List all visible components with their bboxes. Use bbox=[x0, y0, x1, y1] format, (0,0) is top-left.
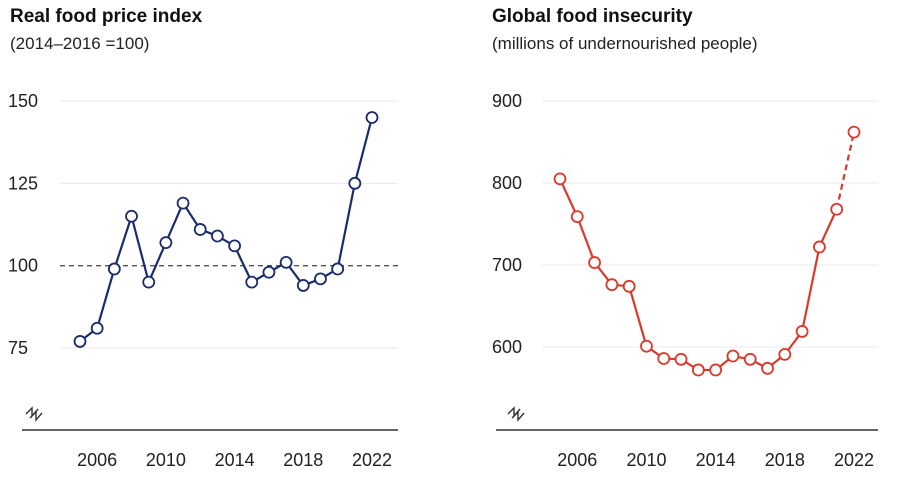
data-point bbox=[296, 279, 310, 292]
x-tick-label: 2014 bbox=[215, 450, 255, 470]
series-segment bbox=[801, 246, 821, 332]
y-tick-label: 100 bbox=[8, 256, 38, 276]
series-segment bbox=[576, 216, 596, 263]
series-segment bbox=[818, 208, 838, 248]
data-point bbox=[830, 202, 844, 216]
data-point bbox=[605, 278, 619, 292]
data-point bbox=[262, 265, 276, 279]
x-tick-label: 2010 bbox=[146, 450, 186, 470]
data-point bbox=[761, 361, 774, 375]
data-point bbox=[709, 363, 723, 377]
y-tick-label: 150 bbox=[8, 91, 38, 111]
food-insecurity-chart-panel: Global food insecurity (millions of unde… bbox=[452, 0, 904, 498]
data-point bbox=[348, 176, 362, 190]
data-point bbox=[159, 236, 173, 250]
series-segment bbox=[628, 286, 648, 347]
data-point bbox=[107, 262, 121, 276]
chart-title: Global food insecurity bbox=[492, 6, 693, 27]
x-tick-label: 2018 bbox=[283, 450, 323, 470]
x-tick-label: 2010 bbox=[626, 450, 666, 470]
data-point bbox=[622, 279, 636, 293]
data-point bbox=[314, 272, 327, 286]
food-price-chart-panel: Real food price index (2014–2016 =100) 7… bbox=[8, 6, 398, 470]
data-point bbox=[142, 275, 156, 289]
y-tick-label: 700 bbox=[492, 255, 522, 275]
data-point bbox=[674, 352, 688, 366]
chart-subtitle: (2014–2016 =100) bbox=[10, 34, 150, 53]
data-point bbox=[365, 111, 379, 124]
data-point bbox=[726, 349, 740, 363]
axis-break-icon bbox=[25, 406, 43, 422]
chart-subtitle: (millions of undernourished people) bbox=[492, 34, 758, 53]
series-segment bbox=[336, 183, 356, 270]
x-tick-label: 2006 bbox=[77, 450, 117, 470]
x-tick-label: 2018 bbox=[765, 450, 805, 470]
series-segment bbox=[130, 215, 150, 283]
data-point bbox=[228, 239, 241, 253]
data-point bbox=[125, 209, 138, 223]
y-tick-label: 600 bbox=[492, 337, 522, 357]
y-tick-label: 900 bbox=[492, 91, 522, 111]
data-point bbox=[691, 363, 705, 377]
data-point bbox=[193, 223, 207, 236]
y-tick-label: 125 bbox=[8, 173, 38, 193]
data-point bbox=[245, 275, 259, 289]
axis-break-icon bbox=[507, 406, 525, 422]
data-point bbox=[279, 255, 293, 269]
data-point bbox=[813, 240, 826, 254]
series-segment bbox=[96, 268, 116, 329]
data-point bbox=[73, 335, 87, 348]
data-point bbox=[176, 196, 190, 210]
x-tick-label: 2014 bbox=[696, 450, 736, 470]
series-segment bbox=[353, 117, 374, 184]
chart-title: Real food price index bbox=[10, 6, 203, 27]
x-tick-label: 2006 bbox=[557, 450, 597, 470]
food-insecurity-plot: 600 700 800 900 2006 2010 2014 2018 2022 bbox=[492, 91, 878, 470]
data-point bbox=[588, 256, 601, 269]
data-point bbox=[553, 172, 567, 186]
data-point bbox=[847, 125, 861, 139]
y-tick-label: 800 bbox=[492, 173, 522, 193]
axis-break-stroke bbox=[511, 410, 525, 422]
series-segment bbox=[113, 215, 133, 270]
data-point bbox=[90, 321, 104, 335]
data-point bbox=[570, 210, 584, 224]
series-segment bbox=[147, 242, 167, 283]
axis-break-stroke bbox=[29, 410, 43, 422]
data-point bbox=[743, 352, 757, 366]
data-point bbox=[331, 262, 345, 276]
series-segment bbox=[233, 245, 253, 283]
data-point bbox=[657, 352, 671, 365]
data-point bbox=[640, 339, 653, 353]
data-point bbox=[211, 229, 224, 243]
series-segment bbox=[559, 178, 579, 218]
x-tick-label: 2022 bbox=[352, 450, 392, 470]
series-segment-dashed bbox=[835, 131, 856, 210]
data-point bbox=[778, 347, 792, 361]
series-segment bbox=[164, 202, 185, 244]
food-price-plot: 75 100 125 150 2006 2010 2014 2018 2022 bbox=[8, 91, 398, 470]
data-point bbox=[795, 325, 809, 338]
x-tick-label: 2022 bbox=[834, 450, 874, 470]
y-tick-label: 75 bbox=[8, 338, 28, 358]
